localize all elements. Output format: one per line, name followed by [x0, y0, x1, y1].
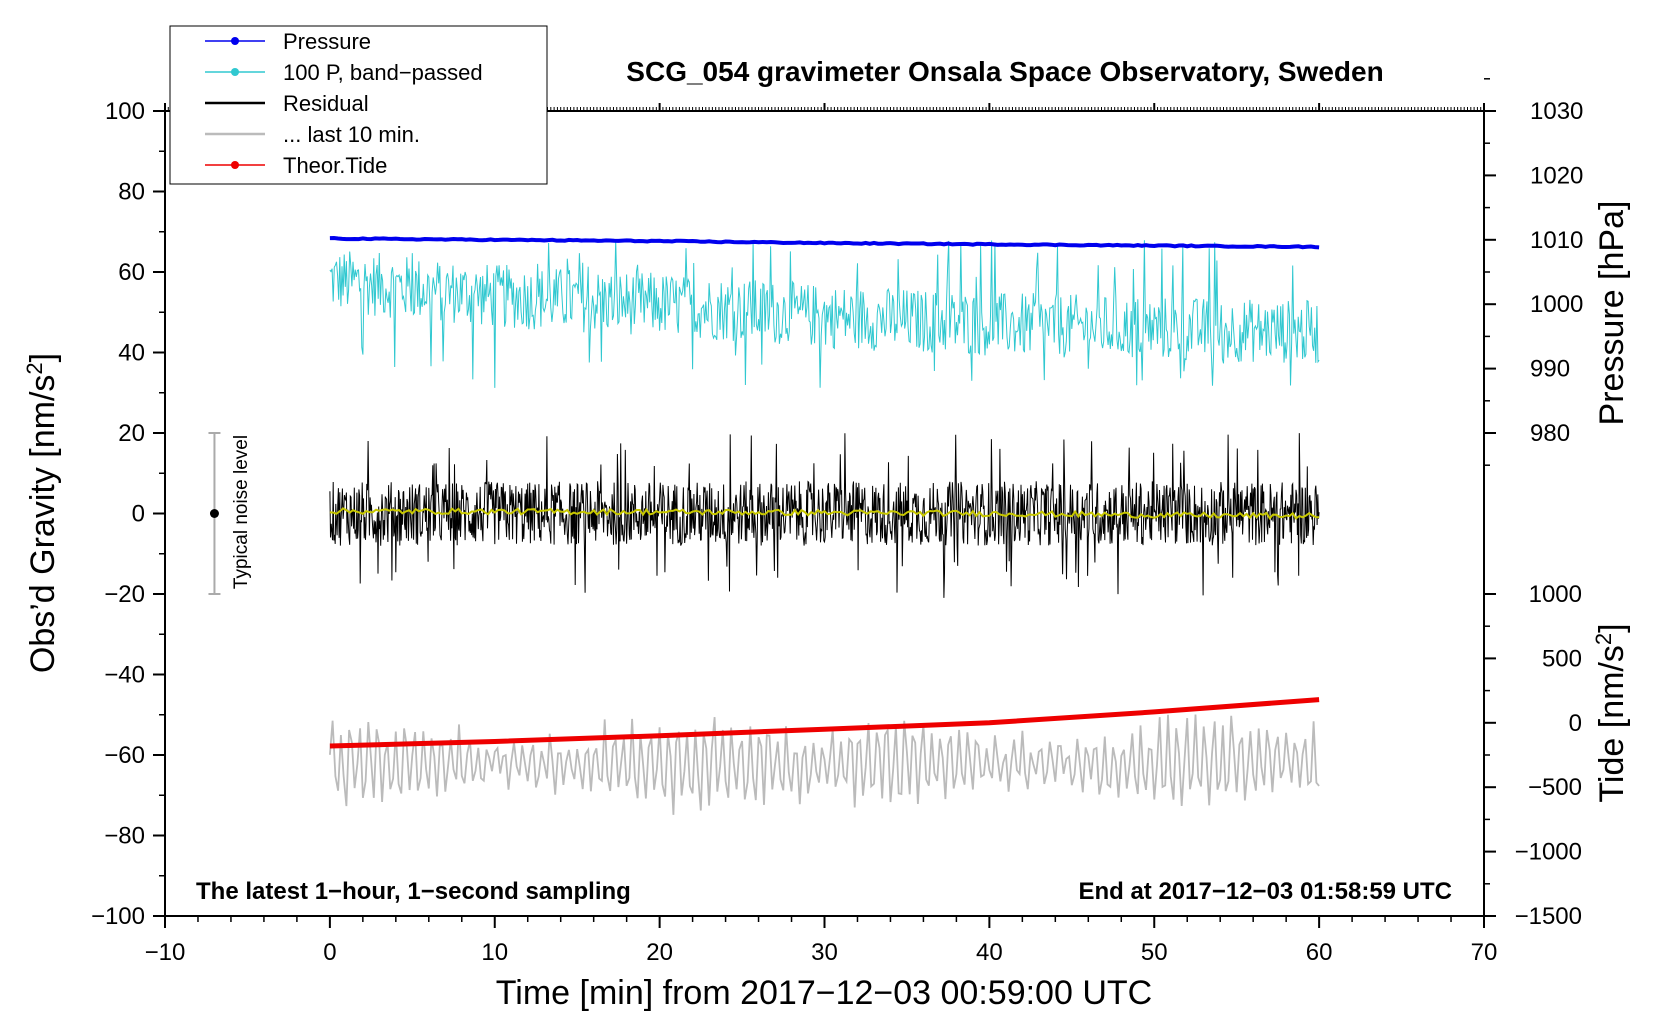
- legend-swatch-dot: [231, 37, 239, 45]
- legend-entries: Pressure 100 P, band−passed Residual ... la…: [205, 29, 483, 178]
- legend-entry-label: Theor.Tide: [283, 153, 387, 178]
- y-tick-label: −80: [104, 823, 145, 850]
- y-tick-label: 60: [118, 259, 145, 286]
- y-tick-label: 20: [118, 420, 145, 447]
- x-tick-label: 30: [811, 939, 838, 966]
- series-theoretical-tide-line: [329, 697, 1320, 749]
- x-tick-label: 40: [976, 939, 1003, 966]
- pressure-tick-label: 990: [1530, 356, 1570, 383]
- tide-tick-label: −500: [1528, 774, 1582, 801]
- noise-level-indicator: [208, 432, 221, 595]
- series-residual-line: [329, 433, 1320, 598]
- bottom-right-note: End at 2017−12−03 01:58:59 UTC: [1078, 878, 1452, 905]
- tide-tick-label: 1000: [1529, 581, 1582, 608]
- series-band-passed-pressure-line: [329, 239, 1320, 388]
- legend-entry-label: 100 P, band−passed: [283, 60, 483, 85]
- legend-swatch-dot: [231, 68, 239, 76]
- pressure-axis: 980 990 1000 1010 1020 1030: [1484, 78, 1583, 466]
- x-tick-label: 20: [646, 939, 673, 966]
- y-tick-label: −40: [104, 662, 145, 689]
- series-residual-mean-line: [329, 507, 1320, 520]
- y-tick-label: 0: [132, 501, 145, 528]
- pressure-tick-label: 1010: [1530, 227, 1583, 254]
- x-tick-label: 10: [481, 939, 508, 966]
- x-tick-label: 60: [1306, 939, 1333, 966]
- series-pressure-line: [329, 235, 1320, 250]
- legend-entry-label: Residual: [283, 91, 369, 116]
- left-axis-title: Obs’d Gravity [nm/s2]: [22, 353, 62, 673]
- x-tick-label: 70: [1471, 939, 1498, 966]
- x-axis-title: Time [min] from 2017−12−03 00:59:00 UTC: [496, 974, 1152, 1012]
- tide-tick-label: −1500: [1515, 903, 1582, 930]
- y-tick-label: 100: [105, 98, 145, 125]
- x-tick-label: 50: [1141, 939, 1168, 966]
- tide-tick-label: 500: [1542, 645, 1582, 672]
- chart-title: SCG_054 gravimeter Onsala Space Observat…: [626, 56, 1383, 87]
- pressure-axis-title: Pressure [hPa]: [1593, 201, 1631, 426]
- legend-box: [169, 25, 548, 185]
- pressure-tick-label: 1020: [1530, 162, 1583, 189]
- left-axis: −100 −80 −60 −40 −20 0 20 40 60 80 100: [91, 98, 165, 930]
- legend: Pressure 100 P, band−passed Residual ... la…: [169, 25, 548, 185]
- tide-axis: −1500 −1000 −500 0 500 1000: [1484, 581, 1582, 930]
- legend-entry-label: ... last 10 min.: [283, 122, 420, 147]
- x-tick-label: 0: [323, 939, 336, 966]
- y-tick-label: −100: [91, 903, 145, 930]
- series-layer: [329, 235, 1320, 815]
- x-tick-label: −10: [145, 939, 186, 966]
- pressure-tick-label: 980: [1530, 420, 1570, 447]
- y-tick-label: 80: [118, 179, 145, 206]
- noise-bar-center-dot: [209, 509, 219, 518]
- tide-tick-label: −1000: [1515, 839, 1582, 866]
- tide-axis-title: Tide [nm/s2]: [1591, 623, 1631, 802]
- y-tick-label: −20: [104, 581, 145, 608]
- legend-swatch-dot: [231, 161, 239, 169]
- y-tick-label: −60: [104, 742, 145, 769]
- legend-entry-label: Pressure: [283, 29, 371, 54]
- tide-tick-label: 0: [1569, 710, 1582, 737]
- y-tick-label: 40: [118, 340, 145, 367]
- pressure-tick-label: 1000: [1530, 291, 1583, 318]
- noise-level-label: Typical noise level: [231, 435, 252, 589]
- bottom-left-note: The latest 1−hour, 1−second sampling: [196, 878, 631, 905]
- series-last-10-min-line: [329, 714, 1320, 815]
- pressure-tick-label: 1030: [1530, 98, 1583, 125]
